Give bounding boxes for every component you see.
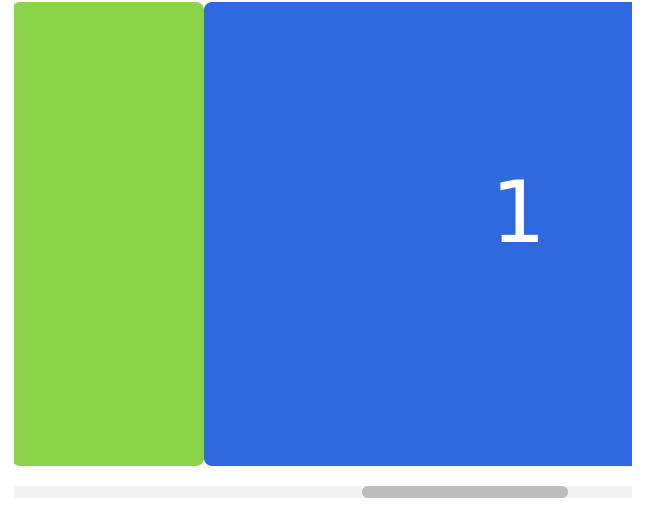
card-number: 1 bbox=[491, 163, 546, 263]
card-green[interactable] bbox=[14, 2, 204, 466]
card-1[interactable]: 1 bbox=[204, 2, 632, 466]
carousel-viewport[interactable]: 1 bbox=[14, 2, 632, 466]
scrollbar-thumb[interactable] bbox=[362, 486, 568, 498]
carousel-track: 1 bbox=[14, 2, 632, 466]
horizontal-scrollbar[interactable] bbox=[14, 486, 632, 498]
